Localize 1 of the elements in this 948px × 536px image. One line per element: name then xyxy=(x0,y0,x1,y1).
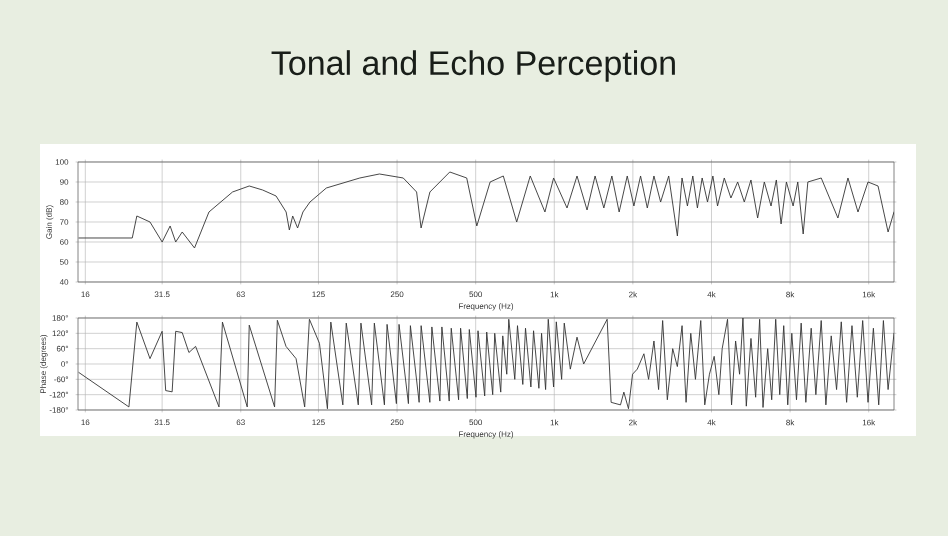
chart-title: Tonal and Echo Perception xyxy=(271,50,675,82)
